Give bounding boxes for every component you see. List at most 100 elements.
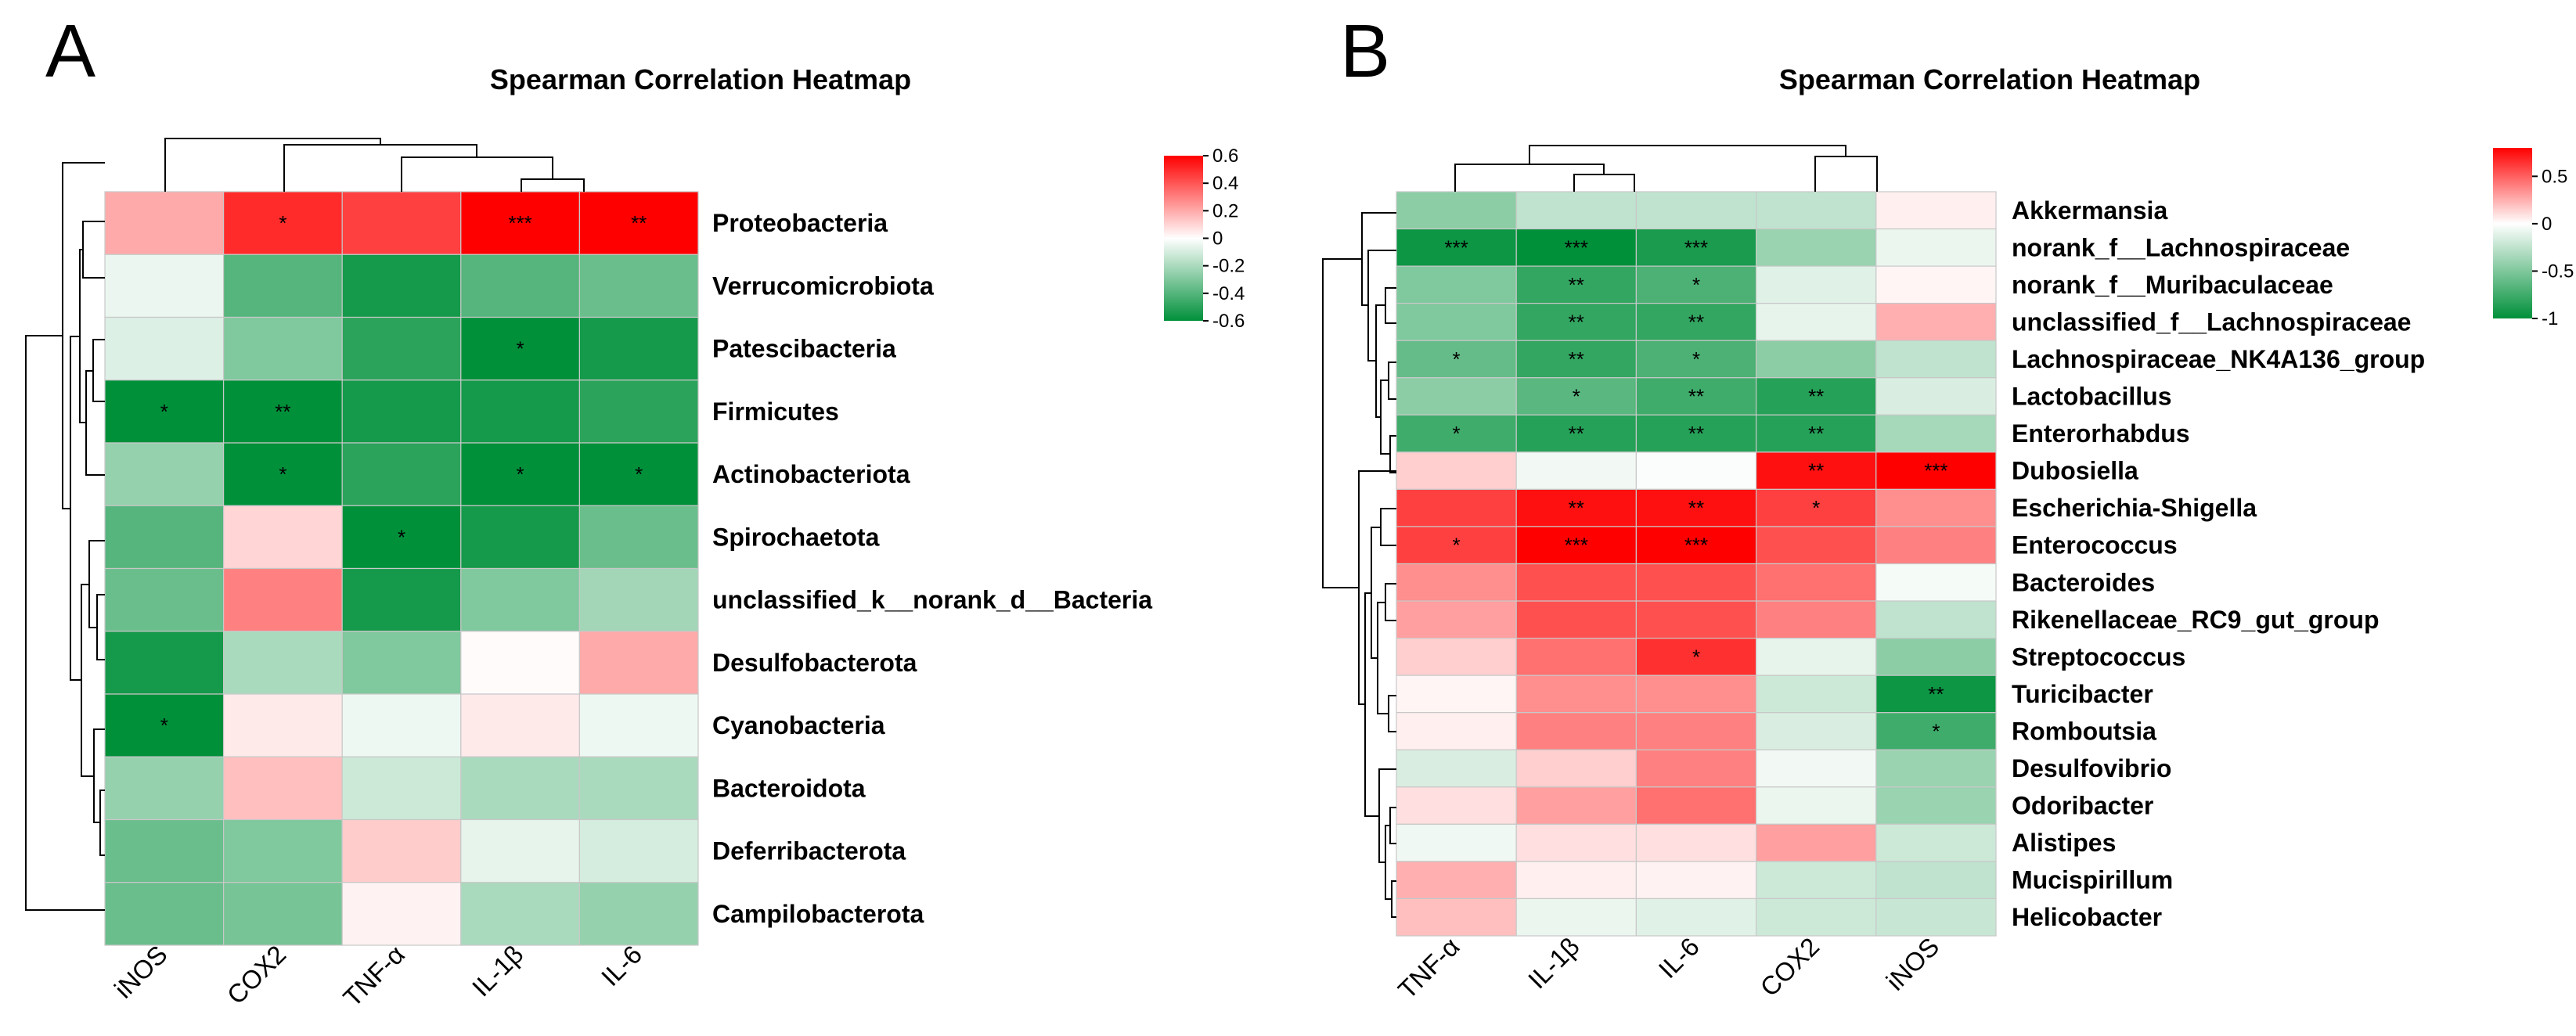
colorbar-tick-label: -0.4 [1212,283,1245,304]
panel-a-row-labels: Proteobacteria Verrucomicrobiota Patesciba… [712,209,1152,928]
heatmap-cell [578,254,699,318]
heatmap-cell [1875,674,1997,714]
heatmap-cell [1635,377,1757,415]
heatmap-cell [1875,340,1997,379]
heatmap-cell [1635,861,1757,900]
heatmap-cell [223,693,343,757]
heatmap-cell [1875,451,1997,490]
column-label: IL-6 [1653,932,1705,984]
heatmap-cell [460,693,580,757]
heatmap-cell [578,191,699,255]
heatmap-cell [1875,488,1997,527]
heatmap-cell [1635,637,1757,676]
heatmap-cell [1756,600,1877,639]
heatmap-cell [1635,600,1757,639]
heatmap-cell [1756,191,1877,230]
significance-mark: *** [1684,236,1708,259]
significance-mark: ** [275,400,290,423]
heatmap-cell [1756,563,1877,602]
heatmap-cell [1875,749,1997,788]
significance-mark: * [1692,273,1700,297]
heatmap-cell [1515,786,1637,825]
panel-b: B Spearman Correlation Heatmap *** *** ***… [1322,9,2574,1005]
panel-a-colorbar: 0.6 0.4 0.2 0 -0.2 -0.4 -0.6 [1164,146,1245,332]
heatmap-cell [1396,749,1517,788]
significance-mark: ** [1688,496,1704,520]
heatmap-cell [223,316,343,381]
heatmap-cell [1635,674,1757,714]
significance-mark: * [1453,534,1461,557]
heatmap-cell [1396,377,1517,415]
panel-a-colorbar-gradient [1164,156,1203,321]
heatmap-cell [1396,265,1517,304]
row-label: Dubosiella [2012,457,2138,485]
row-label: unclassified_f__Lachnospiraceae [2012,308,2411,336]
heatmap-cell [1635,786,1757,825]
heatmap-cell [460,442,580,506]
column-label: TNF-α [337,940,410,1013]
heatmap-cell [1396,786,1517,825]
heatmap-cell [1396,861,1517,900]
panel-b-column-labels: TNF-α IL-1β IL-6 COX2 iNOS [1392,932,1945,1005]
column-label: COX2 [222,940,292,1010]
row-label: Actinobacteriota [712,460,910,488]
panel-b-title: Spearman Correlation Heatmap [1779,63,2200,95]
colorbar-tick-label: -0.6 [1212,311,1245,332]
heatmap-cell [1396,303,1517,341]
significance-mark: * [1453,422,1461,445]
row-label: Romboutsia [2012,717,2156,745]
row-label: Deferribacterota [712,837,906,865]
heatmap-cell [1635,712,1757,750]
heatmap-cell [1875,637,1997,676]
colorbar-tick-label: 0.2 [1212,200,1238,221]
significance-mark: * [160,400,168,423]
heatmap-cell [1635,823,1757,862]
heatmap-cell [1515,674,1637,714]
panel-letter-b: B [1340,9,1390,93]
heatmap-cell [1515,898,1637,937]
heatmap-cell [1396,340,1517,379]
significance-mark: * [517,462,524,486]
heatmap-cell [1875,191,1997,230]
heatmap-cell [1756,861,1877,900]
significance-mark: *** [508,211,531,235]
heatmap-cell [1515,823,1637,862]
panel-b-column-dendrogram [1454,145,1878,192]
significance-mark: ** [1688,385,1704,408]
heatmap-cell [341,442,462,506]
heatmap-cell [1396,488,1517,527]
heatmap-cell [578,380,699,444]
row-label: unclassified_k__norank_d__Bacteria [712,586,1152,614]
significance-mark: * [1573,385,1580,408]
heatmap-cell [1515,749,1637,788]
heatmap-cell [1875,228,1997,267]
colorbar-tick-label: 0.5 [2542,166,2567,187]
panel-a-title: Spearman Correlation Heatmap [490,63,911,95]
heatmap-cell [1875,265,1997,304]
panel-a-cells: * *** **** *** * *** [104,191,699,946]
heatmap-cell [223,505,343,570]
heatmap-cell [341,693,462,757]
heatmap-cell [1515,861,1637,900]
heatmap-cell [1635,563,1757,602]
heatmap-cell [1875,712,1997,750]
column-label: iNOS [109,940,173,1004]
significance-mark: * [1692,645,1700,668]
heatmap-cell [1396,526,1517,565]
panel-a: A Spearman Correlation Heatmap * *** **** *… [25,9,1245,1013]
heatmap-cell [1756,637,1877,676]
heatmap-cell [1515,340,1637,379]
heatmap-cell [1756,228,1877,267]
heatmap-cell [341,316,462,381]
heatmap-cell [341,191,462,255]
colorbar-tick-label: -1 [2542,308,2558,329]
heatmap-cell [223,254,343,318]
row-label: Odoribacter [2012,792,2153,820]
row-label: norank_f__Lachnospiraceae [2012,233,2350,261]
heatmap-cell [1756,488,1877,527]
heatmap-cell [1635,191,1757,230]
heatmap-cell [1756,823,1877,862]
row-label: Mucispirillum [2012,866,2173,894]
significance-mark: ** [1569,422,1584,445]
row-label: Cyanobacteria [712,711,885,739]
